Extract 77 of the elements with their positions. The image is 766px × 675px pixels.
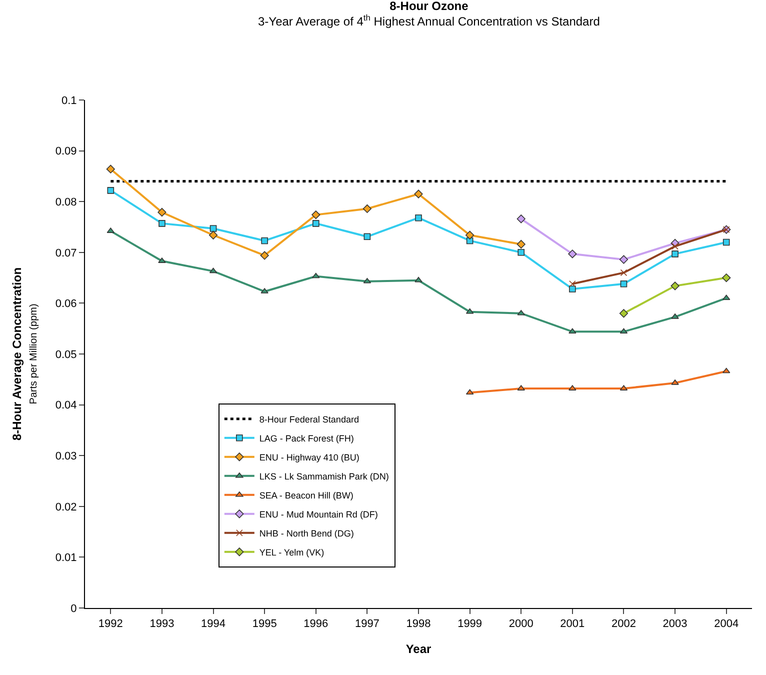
point xyxy=(569,280,576,288)
x-tick-label: 1993 xyxy=(150,618,174,630)
point xyxy=(158,208,166,217)
x-tick-label: 2004 xyxy=(714,618,739,630)
y-tick-label: 0.02 xyxy=(55,501,77,514)
x-tick-label: 1992 xyxy=(98,618,123,630)
point xyxy=(722,274,731,282)
legend-label: YEL - Yelm (VK) xyxy=(259,547,324,558)
x-tick-label: 2003 xyxy=(662,618,688,630)
point xyxy=(619,309,628,318)
point xyxy=(158,220,166,227)
y-tick-label: 0.04 xyxy=(55,400,77,412)
point xyxy=(620,280,628,288)
x-tick-label: 1997 xyxy=(354,618,380,630)
point xyxy=(568,328,576,334)
x-tick-label: 1995 xyxy=(252,618,277,630)
point xyxy=(620,269,628,276)
point xyxy=(722,368,730,374)
legend-label: ENU - Highway 410 (BU) xyxy=(259,452,360,462)
point xyxy=(516,214,526,224)
y-tick-label: 0.1 xyxy=(62,94,77,107)
point xyxy=(569,286,576,292)
point xyxy=(414,276,422,282)
point xyxy=(415,214,422,222)
y-tick-label: 0.07 xyxy=(55,247,77,260)
point xyxy=(414,190,423,198)
point xyxy=(312,210,320,220)
y-tick-label: 0.08 xyxy=(55,196,77,208)
point xyxy=(210,225,217,232)
x-tick-label: 1999 xyxy=(458,618,482,630)
point xyxy=(518,249,525,256)
point xyxy=(208,230,218,240)
y-tick-label: 0.09 xyxy=(55,146,77,158)
point xyxy=(619,255,628,264)
y-tick-label: 0.03 xyxy=(55,450,77,462)
point xyxy=(107,187,114,194)
x-tick-label: 2001 xyxy=(560,618,585,630)
point xyxy=(363,278,372,284)
point xyxy=(362,204,372,214)
legend-label: LAG - Pack Forest (FH) xyxy=(259,433,354,444)
x-tick-label: 2000 xyxy=(508,618,534,630)
point xyxy=(722,294,730,300)
point xyxy=(466,308,474,314)
point xyxy=(670,282,680,290)
point xyxy=(722,238,730,246)
y-tick-label: 0.06 xyxy=(55,298,77,310)
point xyxy=(466,230,474,240)
legend-label: ENU - Mud Mountain Rd (DF) xyxy=(259,509,378,520)
point xyxy=(568,250,577,258)
x-axis-title: Year xyxy=(406,642,432,656)
point xyxy=(466,389,474,395)
legend-label: NHB - North Bend (DG) xyxy=(259,528,354,538)
point xyxy=(209,268,218,274)
y-tick-label: 0 xyxy=(70,602,77,615)
point xyxy=(364,233,371,240)
point xyxy=(312,272,320,278)
legend-label: 8-Hour Federal Standard xyxy=(259,414,359,424)
point xyxy=(620,328,628,334)
point xyxy=(312,220,320,227)
point xyxy=(260,251,269,260)
y-tick-label: 0.05 xyxy=(55,348,77,361)
x-tick-label: 1994 xyxy=(201,618,226,630)
point xyxy=(672,242,678,250)
x-tick-label: 1996 xyxy=(304,618,328,630)
point xyxy=(261,237,268,244)
chart-title: 8-Hour Ozone xyxy=(390,0,469,14)
point xyxy=(517,310,525,316)
point xyxy=(672,250,678,258)
y-tick-label: 0.01 xyxy=(55,552,77,564)
chart-subtitle: 3-Year Average of 4$^{th}$ Highest Annual Concentration vs Standard xyxy=(258,12,600,29)
legend-label: LKS - Lk Sammamish Park (DN) xyxy=(259,471,389,482)
x-tick-label: 2002 xyxy=(611,618,636,630)
point xyxy=(106,164,115,174)
legend-label: SEA - Beacon Hill (BW) xyxy=(259,490,354,500)
point xyxy=(516,240,526,249)
y-axis-title: 8-Hour Average Concentration Parts per Million (ppm) xyxy=(10,267,40,441)
x-tick-label: 1998 xyxy=(406,618,431,630)
